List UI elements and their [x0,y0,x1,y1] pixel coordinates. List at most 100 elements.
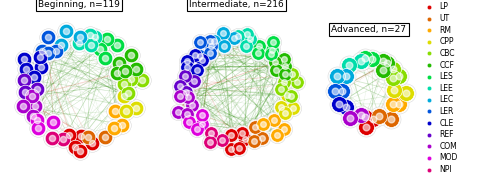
Point [120,83,128,86]
Point [289,107,297,110]
Point [241,138,249,141]
Point [375,114,383,117]
Point [112,44,120,47]
Point [333,75,341,78]
Point [183,60,191,62]
Point [383,61,391,64]
Point [206,141,214,143]
Point [238,132,246,135]
Point [362,125,370,128]
Point [282,111,290,114]
Point [50,120,58,123]
Point [218,138,226,141]
Point [241,138,249,141]
Point [186,121,194,124]
Text: COM: COM [440,142,458,151]
Point [77,135,85,138]
Point [346,116,354,119]
Point [272,69,280,71]
Text: NPI: NPI [440,165,452,174]
Point [20,78,28,81]
Point [132,68,140,71]
Point [198,59,206,62]
Point [122,109,130,112]
Point [138,78,146,81]
Point [182,66,190,69]
Point [281,64,289,67]
Point [192,54,200,57]
Point [20,57,28,60]
Point [44,35,52,38]
Point [390,67,398,70]
Point [220,44,228,47]
Point [361,116,369,119]
Point [208,45,216,48]
Point [356,60,364,62]
Point [358,114,366,117]
Point [183,60,191,62]
Point [34,127,42,129]
Point [184,96,192,99]
Point [259,123,267,126]
Point [362,57,370,60]
Point [77,135,85,138]
Point [21,91,29,94]
Point [37,66,45,68]
Point [86,34,94,37]
Point [218,138,226,141]
Point [176,94,184,97]
Point [378,68,386,71]
Point [101,135,109,138]
Point [101,135,109,138]
Point [345,63,353,66]
Point [394,102,402,105]
Point [277,105,285,108]
Point [104,38,112,40]
Point [118,123,126,126]
Point [32,87,40,90]
Point [44,51,52,54]
Point [124,92,132,95]
Point [84,135,92,138]
Point [389,76,397,79]
Point [334,102,342,105]
Point [258,136,266,139]
Point [182,66,190,69]
Point [62,30,70,33]
Point [128,53,136,56]
Point [280,81,288,84]
Point [132,68,140,71]
Point [390,67,398,70]
Point [196,55,204,58]
Point [121,70,129,73]
Point [120,95,128,98]
Point [238,132,246,135]
Point [388,102,396,105]
Point [38,50,46,52]
Point [334,102,342,105]
Point [182,66,190,69]
Point [181,75,189,78]
Point [52,49,60,52]
Point [226,147,234,150]
Point [287,95,295,98]
Point [132,107,140,109]
Point [88,141,96,144]
Point [194,127,202,130]
Point [207,132,215,135]
Point [281,64,289,67]
Point [369,118,377,121]
Point [115,61,123,64]
Point [358,114,366,117]
Point [120,83,128,86]
Point [22,68,30,71]
Point [86,34,94,37]
Point [282,93,290,96]
Point [128,53,136,56]
Point [238,132,246,135]
Point [287,95,295,98]
Point [181,75,189,78]
Point [389,76,397,79]
Point [21,91,29,94]
Point [270,119,278,122]
